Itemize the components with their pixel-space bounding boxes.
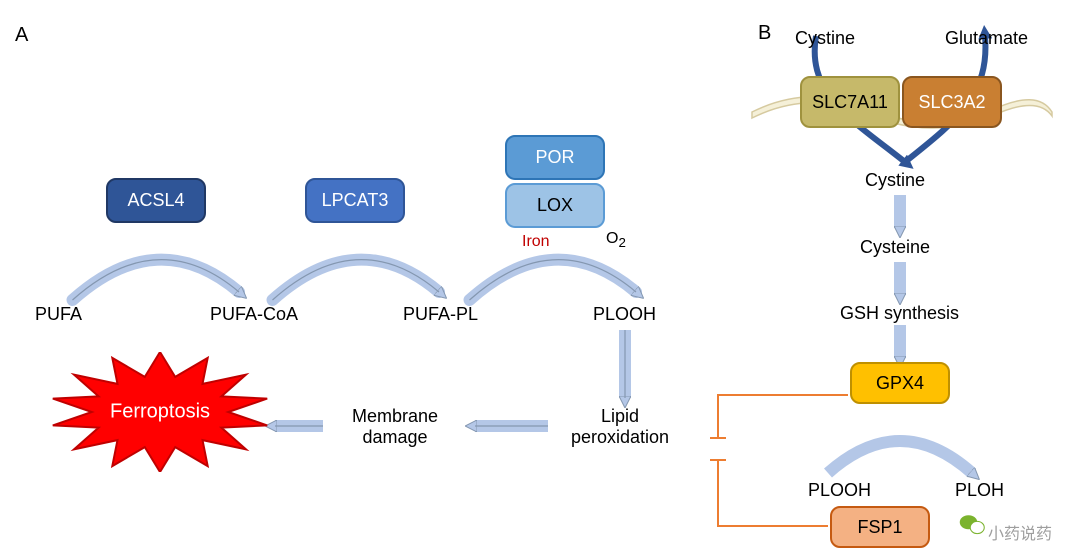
substrate-pufacoa: PUFA-CoA xyxy=(210,304,298,325)
label-o2: O2 xyxy=(606,212,626,251)
label-plooh-b: PLOOH xyxy=(808,480,871,501)
substrate-plooh: PLOOH xyxy=(593,304,656,325)
substrate-pufapl: PUFA-PL xyxy=(403,304,478,325)
protein-slc7a11: SLC7A11 xyxy=(800,76,900,128)
label-gsh-synthesis: GSH synthesis xyxy=(840,303,959,324)
protein-por: POR xyxy=(505,135,605,180)
label-cystine-in: Cystine xyxy=(795,28,855,49)
label-o2-sub: 2 xyxy=(618,236,625,251)
protein-lpcat3: LPCAT3 xyxy=(305,178,405,223)
substrate-pufa: PUFA xyxy=(35,304,82,325)
label-lipid-peroxidation: Lipid peroxidation xyxy=(555,406,685,447)
label-ploh: PLOH xyxy=(955,480,1004,501)
label-cysteine: Cysteine xyxy=(860,237,930,258)
label-o2-o: O xyxy=(606,230,618,247)
wechat-icon xyxy=(958,510,986,538)
ferroptosis-starburst: Ferroptosis xyxy=(50,352,270,472)
watermark-text: 小药说药 xyxy=(988,520,1052,544)
ferroptosis-label: Ferroptosis xyxy=(110,401,210,424)
protein-gpx4: GPX4 xyxy=(850,362,950,404)
panel-label-a: A xyxy=(15,24,28,47)
protein-slc3a2: SLC3A2 xyxy=(902,76,1002,128)
panel-label-b: B xyxy=(758,22,771,45)
protein-lox: LOX xyxy=(505,183,605,228)
label-iron: Iron xyxy=(522,233,550,251)
protein-fsp1: FSP1 xyxy=(830,506,930,548)
label-glutamate: Glutamate xyxy=(945,28,1028,49)
label-cystine-cytosol: Cystine xyxy=(865,170,925,191)
protein-acsl4: ACSL4 xyxy=(106,178,206,223)
label-membrane-damage: Membrane damage xyxy=(330,406,460,447)
